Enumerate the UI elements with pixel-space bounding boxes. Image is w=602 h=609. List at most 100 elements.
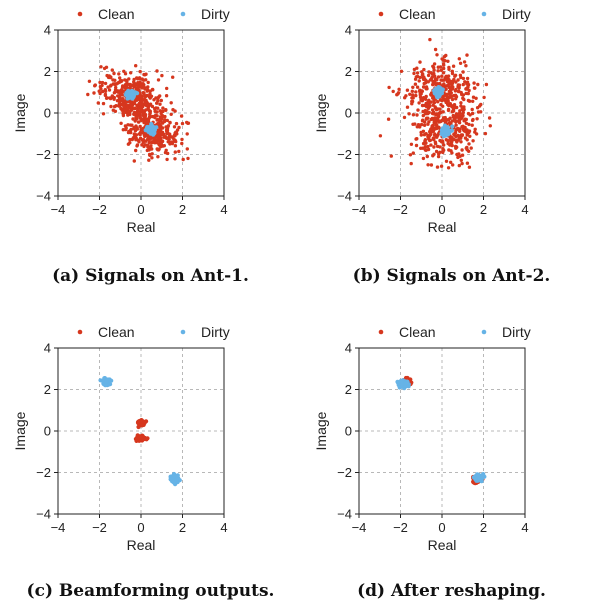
point-clean bbox=[403, 375, 409, 381]
scatter-chart-d: Clean Dirty −4 −2 0 2 4 4 2 0 −2 −4 Real Image bbox=[313, 324, 531, 553]
point-clean bbox=[171, 75, 175, 79]
ticks: −4 −2 0 2 4 4 2 0 −2 −4 bbox=[36, 23, 227, 218]
point-clean bbox=[131, 117, 135, 121]
point-clean bbox=[162, 135, 166, 139]
point-dirty bbox=[129, 95, 134, 100]
point-clean bbox=[431, 136, 435, 140]
point-clean bbox=[108, 84, 113, 88]
point-clean bbox=[442, 63, 446, 67]
point-clean bbox=[174, 121, 179, 126]
point-clean bbox=[456, 78, 460, 82]
point-clean bbox=[113, 82, 117, 86]
point-clean bbox=[185, 147, 189, 151]
point-clean bbox=[451, 64, 456, 68]
point-clean bbox=[441, 149, 445, 154]
y-tick-label: −2 bbox=[36, 465, 51, 480]
point-dirty bbox=[444, 127, 449, 132]
point-clean bbox=[453, 74, 457, 78]
point-clean bbox=[130, 107, 134, 112]
point-clean bbox=[138, 136, 143, 140]
point-dirty bbox=[445, 132, 450, 137]
point-clean bbox=[102, 66, 107, 71]
point-clean bbox=[457, 57, 461, 61]
legend-marker-clean bbox=[77, 11, 83, 17]
point-clean bbox=[451, 85, 455, 89]
y-tick-label: 4 bbox=[44, 23, 51, 38]
point-clean bbox=[432, 126, 436, 130]
point-clean bbox=[121, 128, 126, 132]
point-clean bbox=[414, 137, 418, 141]
point-clean bbox=[389, 154, 393, 158]
point-clean bbox=[140, 99, 144, 103]
point-clean bbox=[134, 148, 138, 153]
point-clean bbox=[433, 47, 438, 52]
point-clean bbox=[460, 148, 464, 152]
point-clean bbox=[432, 118, 436, 122]
point-clean bbox=[448, 116, 452, 120]
point-clean bbox=[424, 141, 428, 145]
point-clean bbox=[140, 423, 145, 428]
point-clean bbox=[470, 111, 475, 116]
legend-marker-dirty bbox=[481, 329, 487, 335]
point-clean bbox=[454, 87, 458, 92]
point-clean bbox=[147, 141, 151, 145]
point-clean bbox=[463, 136, 468, 140]
point-clean bbox=[173, 157, 177, 161]
point-clean bbox=[416, 108, 420, 112]
point-clean bbox=[421, 146, 425, 150]
point-clean bbox=[123, 124, 128, 128]
point-clean bbox=[146, 106, 150, 110]
x-tick-label: −2 bbox=[92, 520, 107, 535]
point-clean bbox=[186, 156, 190, 161]
point-dirty bbox=[477, 475, 482, 480]
point-clean bbox=[387, 85, 391, 90]
caption-b: (b) Signals on Ant-2. bbox=[352, 266, 551, 286]
point-clean bbox=[150, 104, 155, 109]
point-clean bbox=[428, 78, 433, 82]
point-clean bbox=[457, 121, 462, 125]
point-dirty bbox=[104, 379, 109, 384]
point-clean bbox=[153, 135, 157, 140]
point-clean bbox=[114, 85, 118, 90]
grid bbox=[359, 30, 525, 196]
point-clean bbox=[421, 85, 426, 89]
point-clean bbox=[126, 113, 130, 117]
point-clean bbox=[421, 109, 425, 114]
point-clean bbox=[439, 78, 443, 82]
point-clean bbox=[465, 76, 470, 81]
x-tick-label: 0 bbox=[137, 520, 144, 535]
point-clean bbox=[438, 98, 443, 102]
point-clean bbox=[158, 138, 162, 142]
point-clean bbox=[134, 115, 139, 119]
point-clean bbox=[429, 163, 434, 167]
point-clean bbox=[101, 89, 105, 94]
point-clean bbox=[432, 145, 436, 149]
point-clean bbox=[426, 144, 430, 149]
legend-label-clean: Clean bbox=[98, 6, 135, 22]
point-clean bbox=[138, 124, 142, 129]
point-clean bbox=[462, 97, 466, 102]
x-tick-label: −4 bbox=[51, 520, 66, 535]
point-clean bbox=[418, 93, 422, 97]
point-clean bbox=[119, 88, 124, 92]
point-clean bbox=[139, 83, 144, 88]
point-clean bbox=[150, 140, 155, 144]
y-tick-label: 0 bbox=[345, 424, 352, 439]
point-clean bbox=[453, 131, 457, 135]
point-dirty bbox=[174, 477, 179, 482]
point-clean bbox=[113, 78, 117, 83]
point-clean bbox=[443, 59, 447, 63]
point-clean bbox=[445, 79, 450, 84]
point-clean bbox=[450, 97, 455, 102]
point-clean bbox=[471, 117, 475, 122]
point-dirty bbox=[130, 89, 135, 94]
point-clean bbox=[442, 66, 446, 71]
point-clean bbox=[431, 64, 435, 69]
point-clean bbox=[428, 37, 432, 42]
point-clean bbox=[435, 117, 439, 122]
point-clean bbox=[439, 164, 444, 168]
point-clean bbox=[464, 87, 468, 91]
point-clean bbox=[467, 122, 471, 127]
point-dirty bbox=[436, 88, 441, 93]
point-clean bbox=[137, 102, 142, 107]
